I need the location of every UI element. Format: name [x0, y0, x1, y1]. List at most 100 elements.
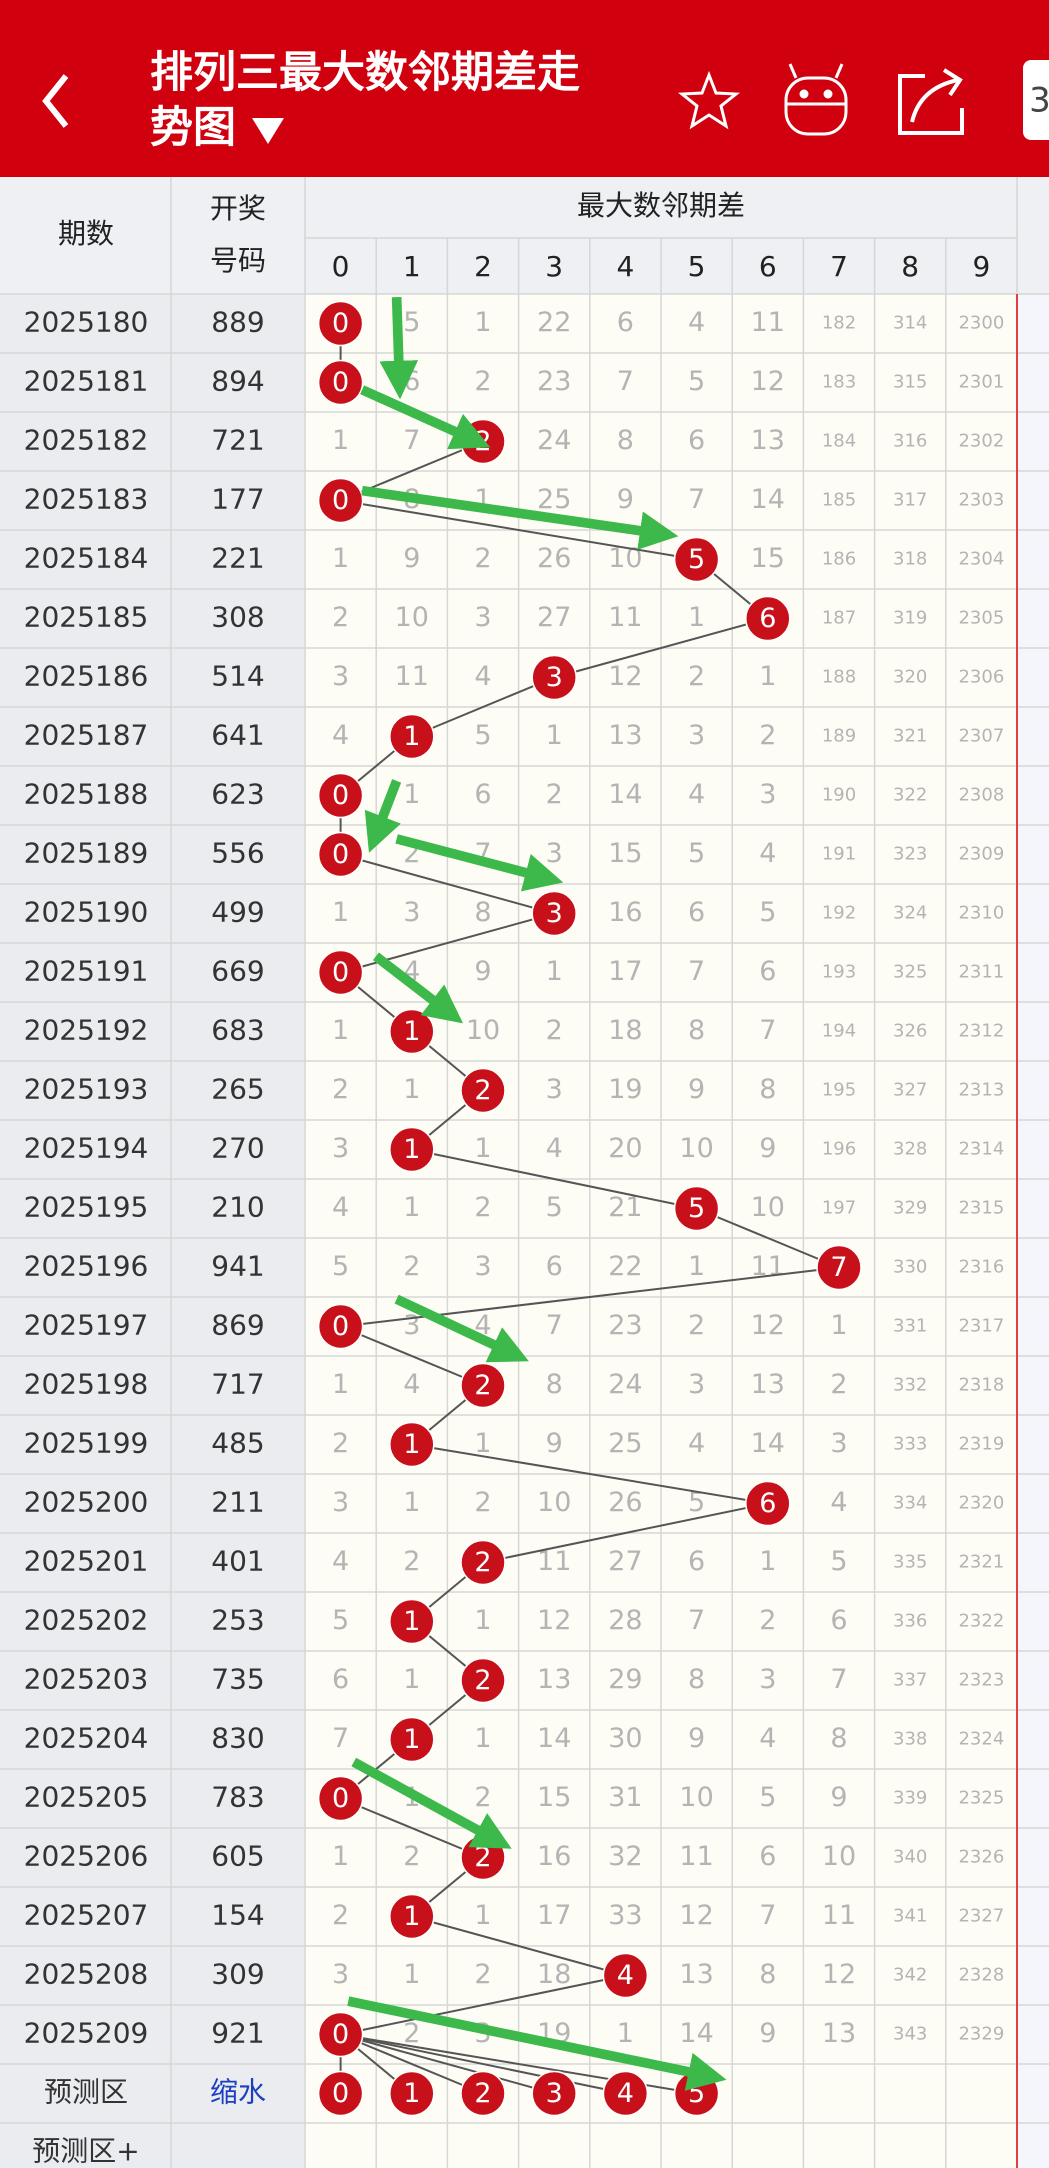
cell-value: 4	[474, 661, 491, 692]
draw-number: 669	[211, 955, 264, 988]
cell-value: 20	[608, 1133, 642, 1164]
cell-value: 14	[608, 779, 642, 810]
cell-value: 26	[608, 1487, 642, 1518]
cell-value: 192	[822, 903, 856, 924]
header-number: 开奖	[210, 192, 266, 225]
cell-value: 3	[474, 1251, 491, 1282]
cell-value: 17	[537, 1900, 571, 1931]
cell-value: 340	[893, 1847, 927, 1868]
header-digit: 8	[901, 250, 919, 283]
ball-number: 0	[332, 1311, 349, 1342]
cell-value: 13	[608, 720, 642, 751]
ball-number: 1	[403, 1016, 420, 1047]
cell-value: 3	[332, 661, 349, 692]
cell-value: 3	[332, 1959, 349, 1990]
draw-number: 270	[211, 1132, 264, 1165]
ball-number: 4	[617, 2078, 634, 2109]
cell-value: 1	[688, 1251, 705, 1282]
cell-value: 8	[617, 425, 634, 456]
ball	[460, 1657, 506, 1704]
draw-number: 683	[211, 1014, 264, 1047]
cell-value: 8	[830, 1723, 847, 1754]
cell-value: 341	[893, 1906, 927, 1927]
cell-value: 1	[830, 1310, 847, 1341]
cell-value: 9	[688, 1723, 705, 1754]
cell-value: 332	[893, 1375, 927, 1396]
ball-number: 0	[332, 2078, 349, 2109]
cell-value: 4	[688, 307, 705, 338]
cell-value: 7	[830, 1664, 847, 1695]
draw-number: 211	[211, 1486, 264, 1519]
draw-number: 623	[211, 778, 264, 811]
cell-value: 11	[822, 1900, 856, 1931]
annotation-arrows	[347, 296, 727, 2091]
ball-number: 0	[332, 367, 349, 398]
draw-number: 221	[211, 542, 264, 575]
cell-value: 5	[688, 1487, 705, 1518]
header-digit: 5	[688, 250, 706, 283]
period: 2025188	[24, 778, 149, 811]
cell-value: 1	[474, 1605, 491, 1636]
cell-value: 321	[893, 726, 927, 747]
cell-value: 12	[537, 1605, 571, 1636]
cell-value: 1	[474, 1900, 491, 1931]
period: 2025198	[24, 1368, 149, 1401]
cell-value: 2303	[958, 490, 1004, 511]
cell-value: 1	[403, 1192, 420, 1223]
connector	[340, 2033, 626, 2095]
back-button[interactable]	[42, 74, 69, 128]
cell-value: 15	[537, 1782, 571, 1813]
cell-value: 27	[608, 1546, 642, 1577]
cell-value: 326	[893, 1021, 927, 1042]
cell-value: 2324	[958, 1729, 1004, 1750]
cell-value: 1	[474, 307, 491, 338]
connector	[411, 676, 555, 738]
cell-value: 9	[617, 484, 634, 515]
cell-value: 24	[537, 425, 571, 456]
cell-value: 330	[893, 1257, 927, 1278]
period: 2025184	[24, 542, 149, 575]
period: 2025203	[24, 1663, 149, 1696]
cell-value: 1	[403, 1074, 420, 1105]
cell-value: 1	[403, 1487, 420, 1518]
ball-number: 0	[332, 485, 349, 516]
cell-value: 188	[822, 667, 856, 688]
draw-number: 941	[211, 1250, 264, 1283]
cell-value: 7	[759, 1900, 776, 1931]
cell-value: 3	[759, 779, 776, 810]
favorite-button[interactable]	[677, 70, 741, 130]
period: 2025192	[24, 1014, 149, 1047]
ball	[317, 949, 364, 996]
cell-value: 17	[608, 956, 642, 987]
badge[interactable]	[1023, 60, 1049, 140]
robot-button[interactable]	[784, 63, 848, 136]
cell-value: 8	[759, 1074, 776, 1105]
top-bar	[0, 0, 1049, 177]
ball-number: 5	[688, 2078, 705, 2109]
cell-value: 2329	[958, 2024, 1004, 2045]
cell-value: 3	[830, 1428, 847, 1459]
period: 2025199	[24, 1427, 149, 1460]
cell-value: 10	[679, 1782, 713, 1813]
ball-number: 0	[332, 308, 349, 339]
header-group: 最大数邻期差	[577, 189, 745, 222]
connector	[340, 2033, 484, 2095]
draw-number: 499	[211, 896, 264, 929]
cell-value: 1	[403, 1664, 420, 1695]
period: 2025202	[24, 1604, 149, 1637]
cell-value: 4	[332, 1546, 349, 1577]
ball-number: 2	[474, 1842, 491, 1873]
dropdown-icon[interactable]	[252, 117, 284, 144]
prediction-label: 预测区	[44, 2076, 128, 2109]
ball-number: 0	[332, 2019, 349, 2050]
cell-value: 9	[830, 1782, 847, 1813]
cell-value: 6	[759, 956, 776, 987]
header-digit: 4	[616, 250, 634, 283]
cell-value: 22	[608, 1251, 642, 1282]
draw-number: 830	[211, 1722, 264, 1755]
cell-value: 2	[759, 720, 776, 751]
share-button[interactable]	[898, 68, 964, 135]
cell-value: 319	[893, 608, 927, 629]
cell-value: 6	[688, 897, 705, 928]
ball-number: 4	[617, 1960, 634, 1991]
